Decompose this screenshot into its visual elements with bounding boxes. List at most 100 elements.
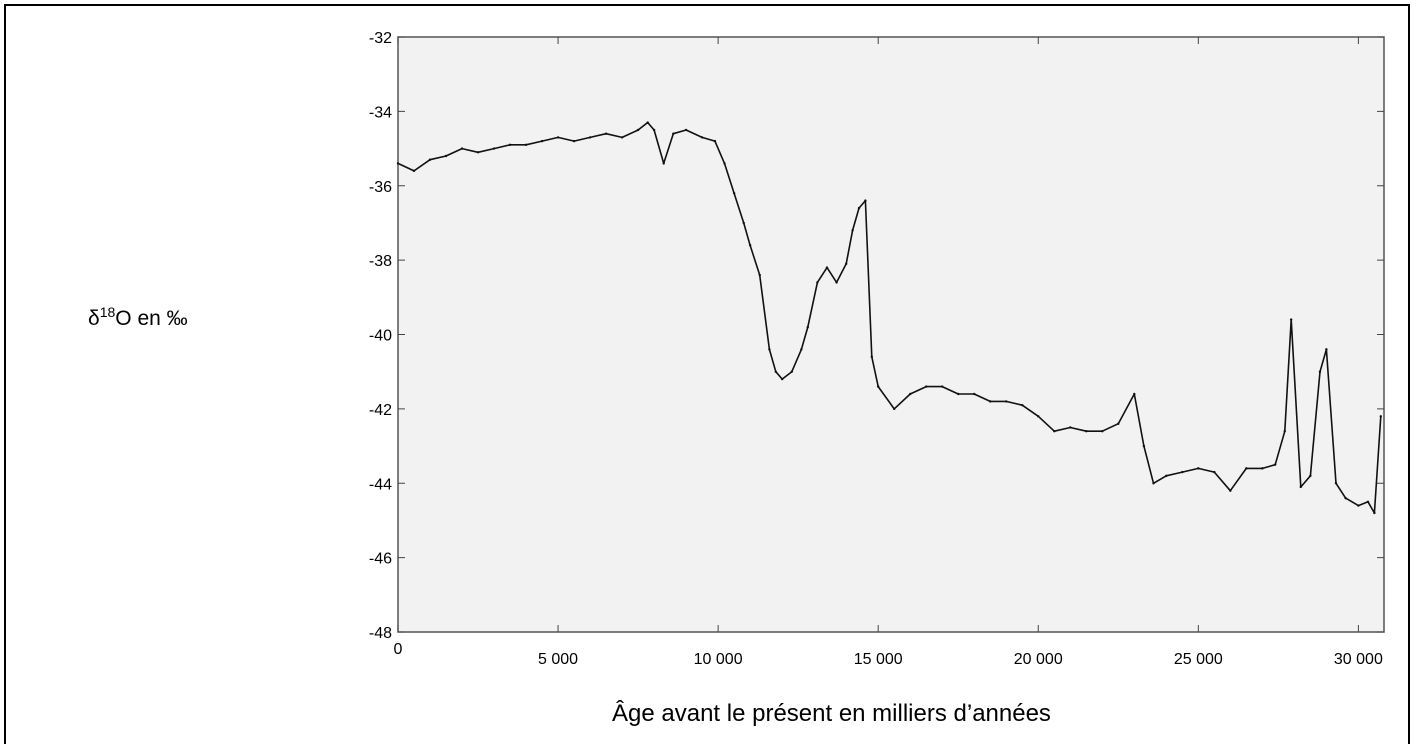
data-point	[713, 139, 717, 143]
data-point	[620, 136, 624, 139]
data-point	[1261, 467, 1264, 470]
y-tick-label: -42	[369, 402, 392, 419]
y-axis-label: δ18O en ‰	[88, 304, 188, 330]
data-point	[1069, 426, 1072, 429]
data-point	[1273, 463, 1277, 466]
data-point	[973, 392, 976, 396]
data-point	[876, 385, 880, 388]
data-point	[662, 162, 665, 165]
chart-frame	[4, 4, 1410, 744]
data-point	[989, 400, 992, 403]
data-point	[1005, 400, 1008, 403]
data-point	[1357, 504, 1360, 507]
y-tick-label: -40	[369, 328, 392, 345]
data-point	[844, 262, 848, 266]
data-point	[412, 169, 416, 173]
y-tick-label: -44	[369, 476, 392, 493]
data-point	[851, 229, 854, 232]
data-point	[540, 139, 544, 143]
data-point	[1181, 470, 1184, 474]
data-point	[492, 147, 496, 150]
data-point	[476, 151, 480, 154]
data-point	[925, 385, 928, 388]
data-point	[893, 407, 896, 411]
data-point	[723, 162, 726, 165]
data-point	[1325, 348, 1328, 351]
data-point	[732, 191, 736, 195]
data-point	[742, 221, 745, 225]
data-point	[556, 136, 560, 139]
data-point	[460, 147, 464, 150]
data-point	[428, 158, 432, 161]
data-point	[957, 392, 960, 396]
data-point	[1021, 403, 1024, 407]
data-point	[604, 132, 608, 135]
data-point	[758, 273, 761, 277]
data-point	[1366, 500, 1370, 504]
x-tick-label: 20 000	[1014, 651, 1063, 668]
x-tick-label: 5 000	[538, 651, 578, 668]
data-point	[870, 355, 873, 359]
data-point	[1197, 467, 1200, 470]
data-point	[1373, 511, 1376, 515]
y-tick-label: -48	[369, 625, 392, 642]
data-point	[652, 128, 656, 132]
data-point	[1309, 474, 1312, 478]
data-point	[800, 348, 803, 351]
data-point	[1133, 392, 1136, 396]
data-point	[1299, 485, 1302, 489]
plot-area	[397, 36, 1385, 633]
data-point	[646, 121, 649, 124]
data-point	[748, 244, 752, 247]
x-tick-label: 30 000	[1334, 651, 1383, 668]
data-point	[825, 266, 829, 269]
data-point	[1101, 429, 1104, 433]
data-point	[864, 199, 867, 202]
data-point	[1085, 429, 1088, 433]
data-point	[588, 136, 592, 139]
data-point	[1213, 470, 1216, 474]
data-point	[672, 132, 675, 135]
y-tick-label: -46	[369, 551, 392, 568]
data-point	[572, 139, 576, 143]
data-point	[1318, 370, 1322, 373]
y-tick-label: -38	[369, 253, 392, 270]
data-point	[444, 154, 448, 158]
data-point	[396, 162, 400, 165]
data-point	[524, 143, 528, 147]
x-tick-label: 25 000	[1174, 651, 1223, 668]
data-point	[941, 385, 944, 388]
data-point	[857, 206, 861, 210]
data-point	[1245, 467, 1248, 470]
data-point	[768, 348, 771, 351]
data-point	[909, 392, 912, 396]
data-point	[806, 325, 809, 329]
data-point	[774, 370, 777, 373]
data-point	[1165, 474, 1168, 478]
y-tick-label: -32	[369, 30, 392, 47]
data-point	[700, 136, 704, 139]
data-point	[1152, 482, 1155, 485]
data-point	[1344, 496, 1347, 500]
data-point	[1283, 429, 1286, 433]
data-point	[1037, 415, 1040, 418]
data-point	[1117, 422, 1120, 425]
data-point	[1142, 444, 1146, 448]
data-point	[636, 128, 640, 132]
data-point	[1053, 429, 1056, 433]
data-point	[816, 281, 819, 284]
y-tick-label: -34	[369, 104, 392, 121]
data-point	[835, 281, 838, 284]
x-axis-label: Âge avant le présent en milliers d’année…	[612, 700, 1051, 727]
data-point	[1379, 415, 1382, 418]
data-point	[1334, 482, 1338, 485]
data-point	[1229, 489, 1232, 492]
x-tick-label: 15 000	[854, 651, 903, 668]
data-point	[780, 377, 784, 381]
data-point	[508, 143, 512, 147]
data-point	[1289, 318, 1293, 321]
x-tick-label: 0	[394, 641, 403, 658]
data-point	[684, 128, 688, 132]
y-tick-label: -36	[369, 179, 392, 196]
